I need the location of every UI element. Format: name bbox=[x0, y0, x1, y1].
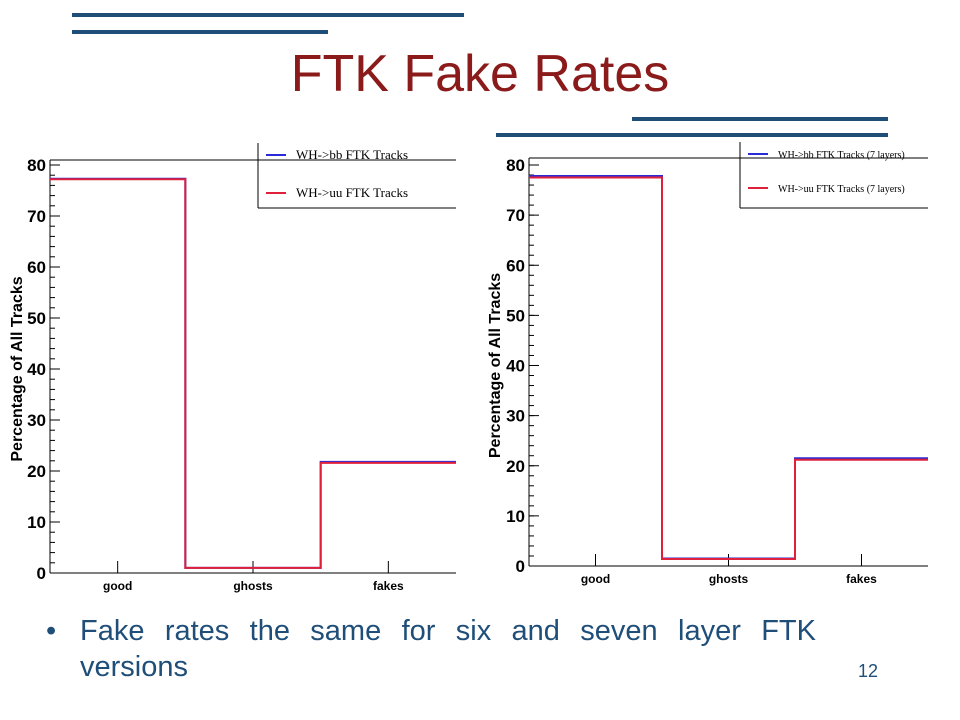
mid-rule-short bbox=[632, 117, 888, 121]
y-tick-label: 60 bbox=[27, 258, 46, 277]
series-line-1 bbox=[50, 178, 456, 569]
y-tick-label: 80 bbox=[506, 156, 525, 175]
y-axis-label: Percentage of All Tracks bbox=[487, 273, 504, 458]
y-tick-label: 60 bbox=[506, 256, 525, 275]
y-tick-label: 50 bbox=[27, 309, 46, 328]
top-rule-long bbox=[72, 13, 464, 17]
top-rule-short bbox=[72, 30, 328, 34]
legend-label-0: WH->bb FTK Tracks bbox=[296, 147, 408, 162]
mid-rule-long bbox=[496, 133, 888, 137]
y-tick-label: 40 bbox=[506, 357, 525, 376]
bullet-point: • Fake rates the same for six and seven … bbox=[46, 613, 816, 685]
y-tick-label: 80 bbox=[27, 156, 46, 175]
y-tick-label: 0 bbox=[37, 564, 46, 583]
y-tick-label: 10 bbox=[27, 513, 46, 532]
y-tick-label: 30 bbox=[27, 411, 46, 430]
x-tick-label: fakes bbox=[846, 572, 877, 586]
bullet-text: Fake rates the same for six and seven la… bbox=[80, 615, 816, 683]
y-tick-label: 20 bbox=[27, 462, 46, 481]
y-tick-label: 70 bbox=[27, 207, 46, 226]
y-tick-label: 10 bbox=[506, 507, 525, 526]
x-tick-label: good bbox=[103, 579, 132, 593]
y-tick-label: 0 bbox=[516, 557, 525, 576]
series-line-0 bbox=[529, 175, 928, 560]
legend-label-1: WH->uu FTK Tracks bbox=[296, 185, 408, 200]
y-tick-label: 50 bbox=[506, 306, 525, 325]
slide-title: FTK Fake Rates bbox=[290, 45, 670, 103]
x-tick-label: ghosts bbox=[233, 579, 273, 593]
x-tick-label: fakes bbox=[373, 579, 404, 593]
x-tick-label: good bbox=[581, 572, 610, 586]
y-tick-label: 30 bbox=[506, 407, 525, 426]
legend-label-1: WH->uu FTK Tracks (7 layers) bbox=[778, 184, 905, 195]
legend-label-0: WH->bb FTK Tracks (7 layers) bbox=[778, 150, 905, 161]
y-tick-label: 40 bbox=[27, 360, 46, 379]
x-tick-label: ghosts bbox=[709, 572, 749, 586]
series-line-1 bbox=[529, 176, 928, 560]
slide-number: 12 bbox=[858, 661, 879, 681]
y-tick-label: 70 bbox=[506, 206, 525, 225]
y-axis-label: Percentage of All Tracks bbox=[9, 276, 26, 461]
y-tick-label: 20 bbox=[506, 457, 525, 476]
bullet-dot-icon: • bbox=[46, 615, 57, 647]
